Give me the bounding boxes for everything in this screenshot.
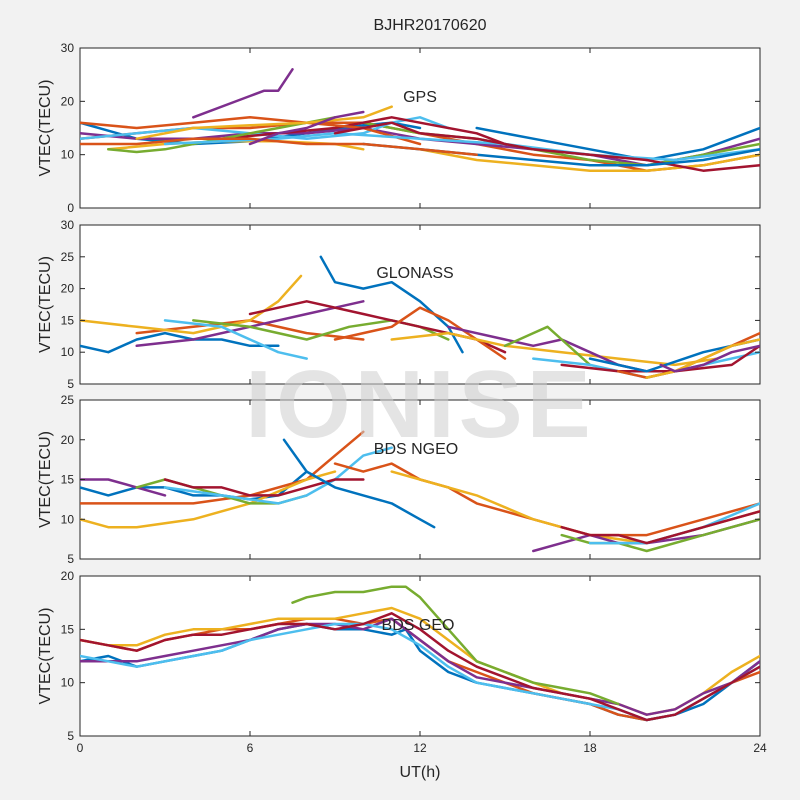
series-line (163, 319, 308, 360)
series-group (80, 68, 760, 172)
y-axis-label: VTEC(TECU) (37, 608, 54, 705)
panel-label: GLONASS (376, 265, 453, 282)
panel-2: 5 10 15 20 25 VTEC(TECU) BDS NGEO (37, 393, 761, 566)
watermark: IONISE (245, 351, 594, 458)
series-line (80, 137, 478, 156)
series-line (282, 438, 436, 529)
x-tick-label: 0 (77, 741, 84, 755)
series-line (163, 132, 760, 162)
y-tick-label: 10 (61, 345, 75, 359)
y-tick-label: 10 (61, 148, 75, 162)
series-line (80, 470, 337, 529)
series-group (80, 430, 760, 553)
series-line (645, 338, 760, 379)
series-line (80, 478, 167, 497)
series-line (390, 331, 719, 367)
x-axis-label: UT(h) (400, 764, 441, 781)
x-tick-label: 6 (247, 741, 254, 755)
series-line (80, 612, 760, 722)
panel-3: 0 6 12 18 24 5 10 15 20 VTEC(TECU) BDS GEO (37, 569, 767, 755)
series-line (80, 617, 760, 716)
y-tick-label: 10 (61, 512, 75, 526)
series-line (80, 331, 280, 354)
series-line (80, 116, 450, 140)
y-axis-label: VTEC(TECU) (37, 431, 54, 528)
panel-label: GPS (403, 89, 437, 106)
y-tick-label: 30 (61, 41, 75, 55)
series-line (192, 68, 294, 119)
y-tick-label: 15 (61, 313, 75, 327)
y-tick-label: 20 (61, 282, 75, 296)
series-line (248, 110, 365, 146)
y-tick-label: 20 (61, 569, 75, 583)
series-line (135, 300, 365, 348)
series-line (503, 325, 592, 367)
y-tick-label: 0 (67, 201, 74, 215)
panel-label: BDS GEO (382, 617, 455, 634)
series-line (135, 105, 393, 140)
series-line (291, 585, 620, 706)
series-line (163, 446, 393, 505)
y-tick-label: 15 (61, 473, 75, 487)
panel-0: 0 10 20 30 VTEC(TECU) GPS (37, 41, 761, 215)
figure-title: BJHR20170620 (374, 17, 487, 34)
series-group (80, 255, 760, 379)
y-tick-label: 15 (61, 622, 75, 636)
series-line (560, 518, 760, 553)
series-line (333, 121, 760, 172)
x-tick-label: 24 (753, 741, 767, 755)
y-tick-label: 5 (67, 377, 74, 391)
y-tick-label: 20 (61, 433, 75, 447)
x-tick-label: 12 (413, 741, 427, 755)
y-tick-label: 25 (61, 393, 75, 407)
series-line (659, 344, 760, 373)
y-tick-label: 20 (61, 94, 75, 108)
y-axis-label: VTEC(TECU) (37, 80, 54, 177)
panel-1: 5 10 15 20 25 30 VTEC(TECU) GLONASS (37, 218, 761, 391)
series-line (560, 510, 760, 545)
y-axis-label: VTEC(TECU) (37, 256, 54, 353)
x-tick-label: 18 (583, 741, 597, 755)
y-tick-label: 30 (61, 218, 75, 232)
series-line (163, 478, 365, 497)
series-line (333, 462, 760, 537)
series-line (475, 126, 760, 162)
panel-label: BDS NGEO (374, 441, 458, 458)
y-tick-label: 5 (67, 729, 74, 743)
y-tick-label: 5 (67, 552, 74, 566)
panels: 0 10 20 30 VTEC(TECU) GPS 5 10 15 20 25 30 VTEC(TECU… (37, 41, 767, 755)
y-tick-label: 25 (61, 250, 75, 264)
series-line (418, 148, 760, 172)
series-group (80, 585, 760, 722)
axes-box (79, 224, 761, 385)
y-tick-label: 10 (61, 676, 75, 690)
